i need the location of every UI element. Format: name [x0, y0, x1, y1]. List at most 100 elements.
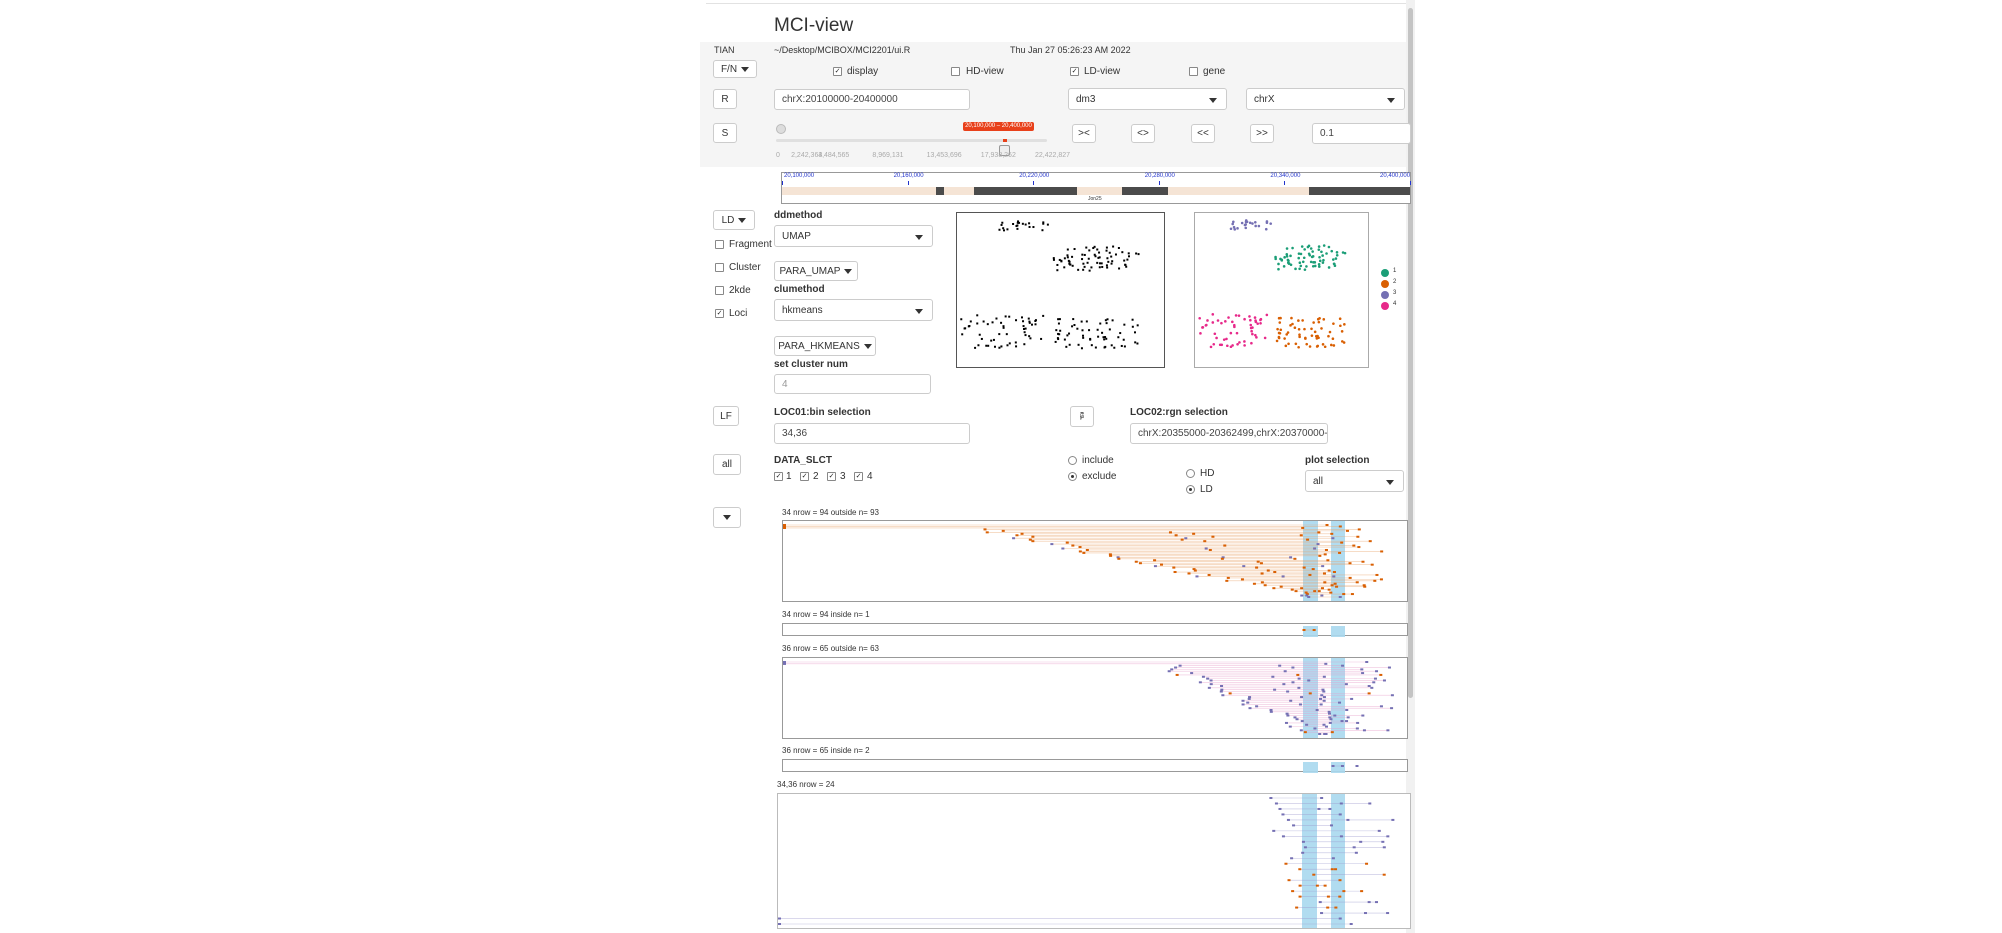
legend-dot [1381, 280, 1389, 288]
cluster-point [1316, 317, 1320, 321]
display-checkbox[interactable]: ✓ [833, 67, 842, 76]
ld-radio-label: LD [1200, 484, 1213, 495]
genome-value: dm3 [1076, 93, 1096, 105]
ddmethod-select[interactable]: UMAP [774, 225, 933, 247]
scrollbar-thumb[interactable] [1408, 8, 1413, 698]
cluster-point [1297, 319, 1300, 322]
genome-range-slider[interactable]: 20,100,000 – 20,400,000 [776, 122, 1047, 156]
loc02-input[interactable]: chrX:20355000-20362499,chrX:20370000-203… [1130, 423, 1328, 444]
cluster-point [1306, 245, 1310, 249]
cluster-num-input[interactable]: 4 [774, 374, 931, 394]
genome-select[interactable]: dm3 [1068, 88, 1227, 110]
cluster-checkbox[interactable] [715, 263, 724, 272]
read-fragment [1284, 721, 1288, 724]
read-fragment [1313, 590, 1317, 593]
loci-checkbox[interactable]: ✓ [715, 309, 724, 318]
plot-selection-select[interactable]: all [1305, 470, 1404, 492]
fragment-checkbox[interactable] [715, 240, 724, 249]
read-fragment [983, 528, 987, 531]
umap-point [1131, 325, 1134, 328]
region-r-button[interactable]: R [713, 89, 737, 109]
include-radio[interactable] [1068, 456, 1077, 465]
slider-min-handle[interactable] [776, 124, 786, 134]
read-fragment [985, 531, 989, 534]
read-fragment [1334, 906, 1338, 909]
read-fragment [1172, 566, 1176, 569]
cluster-point [1310, 327, 1313, 331]
read-fragment [1293, 557, 1297, 560]
read-fragment [1338, 895, 1342, 898]
cluster-point [1293, 326, 1297, 330]
genome-tick-label: 20,340,000 [1270, 173, 1301, 179]
cluster-point [1287, 342, 1290, 346]
umap-point [1024, 334, 1027, 337]
genome-tick-label: 20,400,000 [1380, 173, 1411, 179]
data-checkbox-1[interactable]: ✓ [774, 472, 783, 481]
data-checkbox-4[interactable]: ✓ [854, 472, 863, 481]
umap-point [987, 344, 990, 347]
slider-s-button[interactable]: S [713, 123, 737, 143]
clumethod-select[interactable]: hkmeans [774, 299, 933, 321]
read-fragment [1379, 673, 1383, 676]
umap-point [1123, 345, 1126, 348]
all-button[interactable]: all [713, 454, 741, 475]
shrink-button[interactable]: >< [1072, 124, 1096, 143]
umap-point [1008, 315, 1011, 318]
slider-tick-label: 22,422,827 [1035, 152, 1071, 159]
expand-button[interactable]: <> [1131, 124, 1155, 143]
ld-dropdown-button[interactable]: LD [713, 210, 755, 230]
chromosome-select[interactable]: chrX [1246, 88, 1405, 110]
para-umap-button[interactable]: PARA_UMAP [774, 261, 858, 281]
cluster-point [1285, 253, 1289, 256]
read-fragment [1192, 532, 1196, 535]
data-checkbox-2[interactable]: ✓ [800, 472, 809, 481]
data-checkbox-3[interactable]: ✓ [827, 472, 836, 481]
slider-tick-label: 2,242,363 [791, 152, 823, 159]
read-fragment [1367, 692, 1371, 695]
gene-checkbox[interactable] [1189, 67, 1198, 76]
cluster-point [1322, 258, 1325, 262]
read-fragment [1327, 569, 1331, 572]
read-fragment [1273, 688, 1277, 691]
lasso-icon[interactable]: 🖗 [1070, 406, 1094, 427]
genome-tick-label: 20,220,000 [1019, 173, 1050, 179]
twokde-checkbox[interactable] [715, 286, 724, 295]
ldview-checkbox[interactable]: ✓ [1070, 67, 1079, 76]
cluster-point [1303, 327, 1306, 331]
umap-point [1105, 337, 1108, 340]
ld-radio[interactable] [1186, 485, 1195, 494]
cluster-point [1285, 255, 1289, 258]
umap-point [1127, 255, 1130, 258]
umap-point [1066, 334, 1069, 337]
collapse-dropdown-button[interactable] [713, 507, 741, 528]
cluster-point [1314, 334, 1318, 338]
loc01-input[interactable]: 34,36 [774, 423, 970, 444]
hd-radio[interactable] [1186, 469, 1195, 478]
shift-right-button[interactable]: >> [1250, 124, 1274, 143]
cluster-point [1201, 326, 1205, 329]
read-fragment [1344, 683, 1348, 686]
selected-bin-band [1303, 521, 1318, 601]
read-fragment [783, 526, 786, 529]
lf-button[interactable]: LF [713, 406, 739, 426]
read-fragment [1386, 835, 1390, 838]
read-fragment [1180, 538, 1184, 541]
umap-point [1057, 332, 1060, 335]
umap-point [1082, 268, 1085, 271]
exclude-radio[interactable] [1068, 472, 1077, 481]
cluster-point [1249, 326, 1253, 330]
read-fragment [1001, 529, 1005, 532]
data-slct-label: DATA_SLCT [774, 455, 832, 466]
cluster-point [1233, 325, 1236, 329]
slider-handle[interactable] [999, 145, 1011, 156]
chromosome-value: chrX [1254, 93, 1275, 105]
cluster-point [1317, 320, 1321, 324]
region-input[interactable]: chrX:20100000-20400000 [774, 89, 970, 110]
hdview-checkbox[interactable] [951, 67, 960, 76]
step-input[interactable]: 0.1 [1312, 123, 1411, 144]
umap-point [1063, 257, 1066, 260]
shift-left-button[interactable]: << [1191, 124, 1215, 143]
fn-dropdown-button[interactable]: F/N [713, 60, 757, 78]
read-fragment [1306, 538, 1310, 541]
para-hkmeans-button[interactable]: PARA_HKMEANS [774, 336, 876, 356]
